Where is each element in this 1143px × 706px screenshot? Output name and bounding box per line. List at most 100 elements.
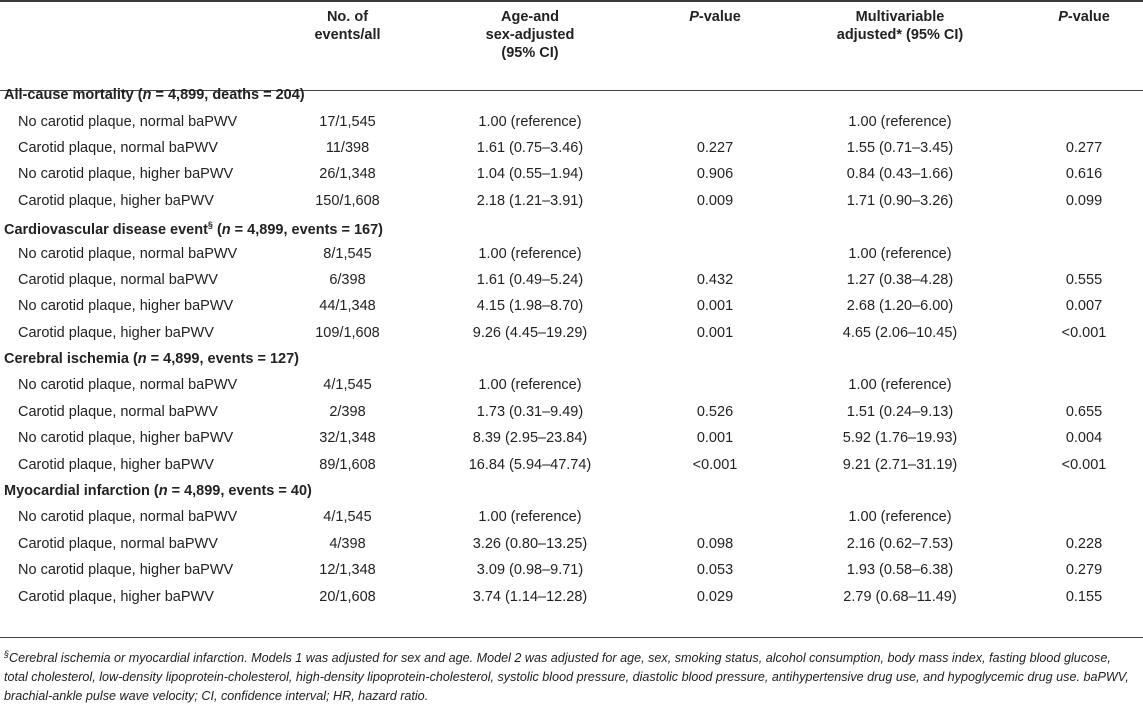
header-empty bbox=[0, 0, 290, 82]
pvalue-2-cell bbox=[1025, 108, 1143, 134]
table-row: No carotid plaque, higher baPWV 12/1,348 3… bbox=[0, 557, 1143, 583]
events-cell: 109/1,608 bbox=[315, 324, 380, 341]
multivariable-hr-cell: 2.16 (0.62–7.53) bbox=[846, 535, 954, 552]
footnote: §Cerebral ischemia or myocardial infarct… bbox=[4, 645, 1134, 706]
header-multivariable: Multivariable adjusted* (95% CI) bbox=[775, 0, 1025, 82]
header-age-sex-line1: Age-and bbox=[501, 9, 559, 25]
header-multi-line1: Multivariable bbox=[855, 9, 945, 25]
multivariable-hr-cell: 1.71 (0.90–3.26) bbox=[846, 192, 954, 209]
row-label: No carotid plaque, normal baPWV bbox=[18, 113, 238, 130]
section-title-rest: = 4,899, events = 167) bbox=[230, 221, 384, 238]
age-sex-hr-cell: 2.18 (1.21–3.91) bbox=[476, 192, 584, 209]
row-label: No carotid plaque, higher baPWV bbox=[18, 430, 234, 447]
events-cell: 4/398 bbox=[329, 535, 366, 552]
table-row: No carotid plaque, higher baPWV 26/1,348 1… bbox=[0, 161, 1143, 187]
age-sex-hr-cell: 1.73 (0.31–9.49) bbox=[476, 403, 584, 420]
header-events-line2: events/all bbox=[314, 27, 381, 43]
events-cell: 150/1,608 bbox=[315, 192, 380, 209]
section-title-open: ( bbox=[212, 221, 222, 238]
header-multi-line2: adjusted* (95% CI) bbox=[836, 27, 964, 43]
events-cell: 6/398 bbox=[329, 271, 366, 288]
table-row: No carotid plaque, normal baPWV 17/1,545 1… bbox=[0, 108, 1143, 134]
row-label: No carotid plaque, higher baPWV bbox=[18, 562, 234, 579]
pvalue-2-cell: 0.277 bbox=[1065, 139, 1103, 156]
age-sex-hr-cell: 9.26 (4.45–19.29) bbox=[472, 324, 588, 341]
table-row: No carotid plaque, normal baPWV 8/1,545 1.… bbox=[0, 240, 1143, 266]
events-cell: 44/1,348 bbox=[319, 298, 376, 315]
row-label: Carotid plaque, normal baPWV bbox=[18, 139, 218, 156]
multivariable-hr-cell: 1.00 (reference) bbox=[848, 509, 952, 526]
events-cell: 26/1,348 bbox=[319, 166, 376, 183]
pvalue-2-cell: 0.228 bbox=[1065, 535, 1103, 552]
header-rule bbox=[0, 90, 1143, 91]
header-pvalue-2: P-value bbox=[1025, 0, 1143, 82]
section-header-row: All-cause mortality (n = 4,899, deaths =… bbox=[0, 82, 1143, 108]
section-title-n: n bbox=[221, 221, 231, 238]
events-cell: 11/398 bbox=[325, 139, 370, 156]
table-row: No carotid plaque, normal baPWV 4/1,545 1.… bbox=[0, 504, 1143, 530]
pvalue-2-cell bbox=[1025, 504, 1143, 530]
section-title-text: Myocardial infarction ( bbox=[4, 483, 159, 500]
pvalue-1-cell: 0.001 bbox=[696, 298, 734, 315]
events-cell: 2/398 bbox=[329, 403, 366, 420]
table-row: Carotid plaque, normal baPWV 6/398 1.61 (0… bbox=[0, 267, 1143, 293]
pvalue-1-cell: <0.001 bbox=[692, 456, 738, 473]
section-header-row: Myocardial infarction (n = 4,899, events… bbox=[0, 478, 1143, 504]
section-header-row: Cardiovascular disease event§ (n = 4,899… bbox=[0, 214, 1143, 240]
pvalue-2-cell: <0.001 bbox=[1061, 324, 1107, 341]
pvalue-2-cell: 0.099 bbox=[1065, 192, 1103, 209]
table-row: No carotid plaque, higher baPWV 32/1,348 8… bbox=[0, 425, 1143, 451]
events-cell: 4/1,545 bbox=[323, 509, 372, 526]
section-title: All-cause mortality (n = 4,899, deaths =… bbox=[0, 82, 1143, 108]
pvalue-2-cell: 0.007 bbox=[1065, 298, 1103, 315]
row-label: Carotid plaque, normal baPWV bbox=[18, 271, 218, 288]
events-cell: 12/1,348 bbox=[319, 562, 376, 579]
pvalue-1-cell: 0.009 bbox=[696, 192, 734, 209]
multivariable-hr-cell: 1.00 (reference) bbox=[848, 113, 952, 130]
age-sex-hr-cell: 3.26 (0.80–13.25) bbox=[472, 535, 588, 552]
age-sex-hr-cell: 3.74 (1.14–12.28) bbox=[472, 588, 588, 605]
age-sex-hr-cell: 16.84 (5.94–47.74) bbox=[468, 456, 592, 473]
age-sex-hr-cell: 1.04 (0.55–1.94) bbox=[476, 166, 584, 183]
section-title-text: Cardiovascular disease event bbox=[4, 221, 208, 238]
multivariable-hr-cell: 2.68 (1.20–6.00) bbox=[846, 298, 954, 315]
age-sex-hr-cell: 1.00 (reference) bbox=[478, 509, 582, 526]
pvalue-1-cell: 0.526 bbox=[696, 403, 734, 420]
age-sex-hr-cell: 8.39 (2.95–23.84) bbox=[472, 430, 588, 447]
results-table: No. of events/all Age-and sex-adjusted (… bbox=[0, 0, 1143, 605]
header-age-sex-line3: (95% CI) bbox=[501, 45, 559, 61]
multivariable-hr-cell: 1.00 (reference) bbox=[848, 377, 952, 394]
multivariable-hr-cell: 1.00 (reference) bbox=[848, 245, 952, 262]
row-label: No carotid plaque, normal baPWV bbox=[18, 509, 238, 526]
multivariable-hr-cell: 9.21 (2.71–31.19) bbox=[842, 456, 958, 473]
table-row: No carotid plaque, normal baPWV 4/1,545 1.… bbox=[0, 372, 1143, 398]
table-row: Carotid plaque, higher baPWV 109/1,608 9.2… bbox=[0, 320, 1143, 346]
pvalue-2-cell: 0.616 bbox=[1065, 166, 1103, 183]
row-label: No carotid plaque, normal baPWV bbox=[18, 245, 238, 262]
section-title: Cerebral ischemia (n = 4,899, events = 1… bbox=[0, 346, 1143, 372]
row-label: Carotid plaque, higher baPWV bbox=[18, 192, 214, 209]
section-title-text: All-cause mortality ( bbox=[4, 87, 143, 104]
section-title-rest: = 4,899, events = 40) bbox=[167, 483, 312, 500]
multivariable-hr-cell: 5.92 (1.76–19.93) bbox=[842, 430, 958, 447]
row-label: No carotid plaque, higher baPWV bbox=[18, 166, 234, 183]
events-cell: 4/1,545 bbox=[323, 377, 372, 394]
age-sex-hr-cell: 3.09 (0.98–9.71) bbox=[476, 562, 584, 579]
pvalue-1-cell: 0.001 bbox=[696, 430, 734, 447]
section-title-rest: = 4,899, deaths = 204) bbox=[151, 87, 305, 104]
header-age-sex-line2: sex-adjusted bbox=[485, 27, 575, 43]
pvalue-1-cell: 0.053 bbox=[696, 562, 734, 579]
age-sex-hr-cell: 1.00 (reference) bbox=[478, 377, 582, 394]
pvalue-2-cell: 0.655 bbox=[1065, 403, 1103, 420]
header-events-line1: No. of bbox=[326, 9, 369, 25]
pvalue-2-cell bbox=[1025, 372, 1143, 398]
table-row: Carotid plaque, normal baPWV 2/398 1.73 (0… bbox=[0, 399, 1143, 425]
row-label: No carotid plaque, higher baPWV bbox=[18, 298, 234, 315]
pvalue-1-cell: 0.432 bbox=[696, 271, 734, 288]
row-label: Carotid plaque, higher baPWV bbox=[18, 456, 214, 473]
events-cell: 17/1,545 bbox=[319, 113, 376, 130]
pvalue-2-cell: 0.555 bbox=[1065, 271, 1103, 288]
header-age-sex: Age-and sex-adjusted (95% CI) bbox=[405, 0, 655, 82]
multivariable-hr-cell: 1.55 (0.71–3.45) bbox=[846, 139, 954, 156]
